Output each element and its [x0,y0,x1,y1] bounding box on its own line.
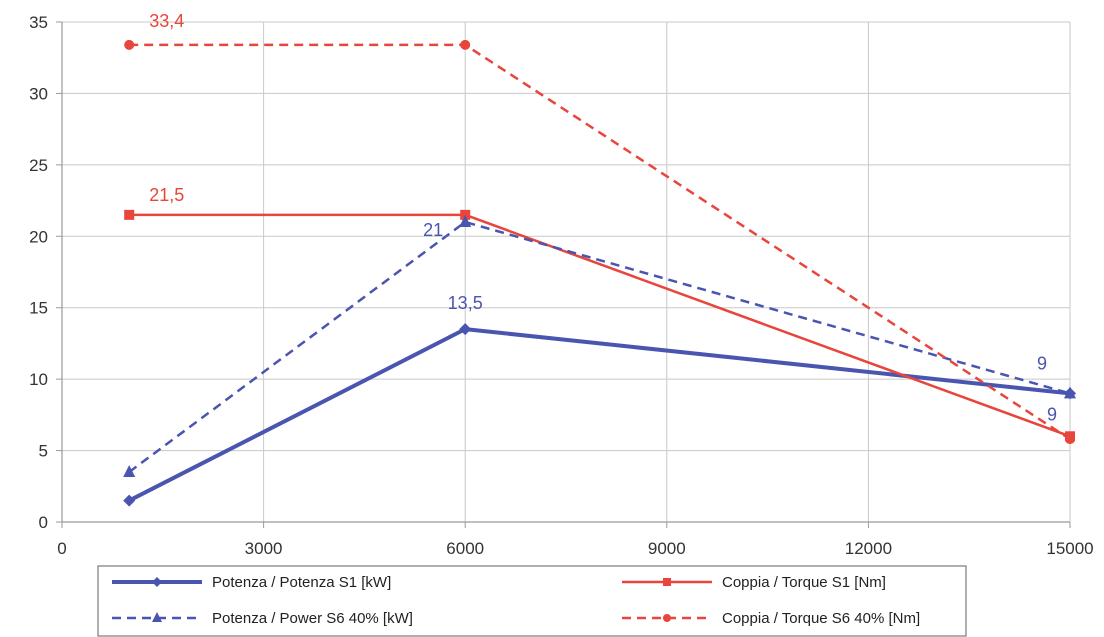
x-tick-label: 0 [57,539,66,558]
y-tick-label: 35 [29,13,48,32]
x-tick-label: 3000 [245,539,283,558]
data-label: 33,4 [149,11,184,31]
x-tick-label: 6000 [446,539,484,558]
series-line [128,220,1071,474]
y-axis-ticks: 0 5 10 15 20 25 30 35 [29,13,48,532]
series-point [459,323,472,336]
series-point [459,215,472,227]
series-point [1065,434,1075,445]
y-tick-label: 25 [29,156,48,175]
legend: Potenza / Potenza S1 [kW] Coppia / Torque… [97,565,967,637]
data-label: 21 [423,220,443,240]
axes [56,21,1071,528]
series-point [124,39,135,50]
legend-box [97,565,967,637]
data-label: 9 [1047,404,1057,424]
legend-entry: Coppia / Torque S6 40% [Nm] [722,610,920,627]
y-tick-label: 5 [39,442,48,461]
x-tick-label: 9000 [648,539,686,558]
y-tick-label: 20 [29,227,48,246]
legend-entry: Coppia / Torque S1 [Nm] [722,574,886,591]
series-point [124,209,135,220]
series-point [1064,386,1076,399]
grid-lines [62,21,1071,522]
x-tick-label: 12000 [845,539,892,558]
data-label: 9 [1037,353,1047,373]
series-point [663,578,671,586]
series-point [663,614,671,622]
legend-entry: Potenza / Power S6 40% [kW] [212,610,413,627]
data-label: 13,5 [448,293,483,313]
y-tick-label: 10 [29,370,48,389]
data-label: 21,5 [149,185,184,205]
series-point [152,577,162,587]
data-labels: 33,4 21,5 21 13,5 9 9 [149,11,1057,424]
series-point [460,209,471,220]
series-line [129,213,1071,438]
x-axis-ticks: 0 3000 6000 9000 12000 15000 [57,539,1093,558]
legend-entry: Potenza / Potenza S1 [kW] [212,574,391,591]
series-point [460,39,471,50]
y-tick-label: 0 [39,513,48,532]
y-tick-label: 30 [29,84,48,103]
series-line [128,327,1071,503]
y-tick-label: 15 [29,299,48,318]
series-point [123,494,136,507]
series-group [123,39,1076,507]
x-tick-label: 15000 [1046,539,1093,558]
series-point [152,612,162,622]
series-point [123,465,136,477]
